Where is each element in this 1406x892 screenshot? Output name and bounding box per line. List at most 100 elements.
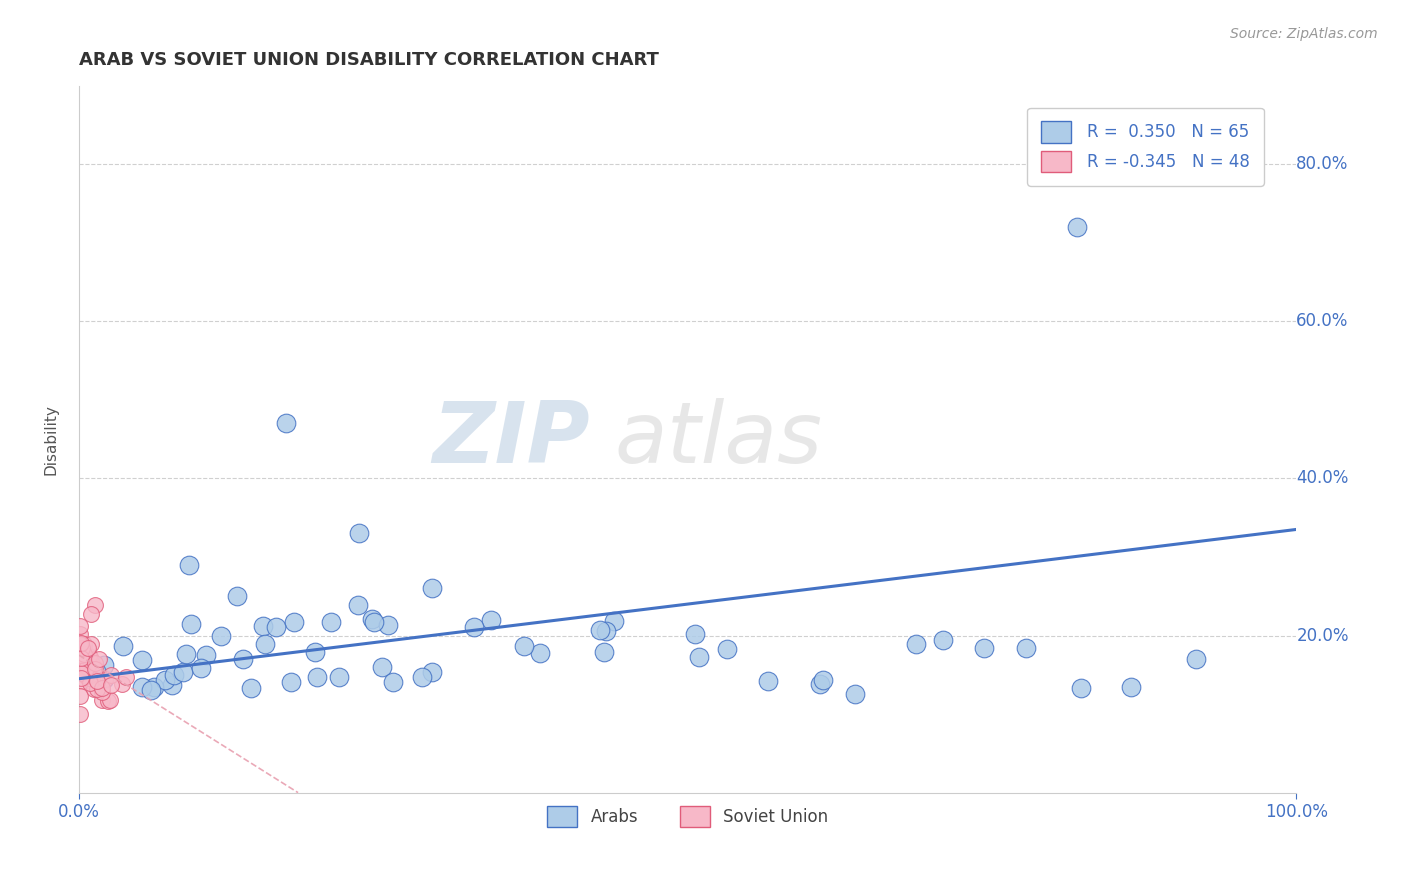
Point (70, 650, 93, 665)
Point (973, 640, 995, 655)
Point (75, 652, 97, 666)
Text: Source: ZipAtlas.com: Source: ZipAtlas.com (1230, 27, 1378, 41)
Point (904, 637, 927, 651)
Point (90, 685, 112, 699)
Text: 80.0%: 80.0% (1296, 155, 1348, 173)
Point (174, 647, 197, 661)
Point (70, 640, 93, 655)
Point (69, 637, 91, 651)
Point (595, 624, 617, 638)
Point (283, 615, 305, 629)
Point (363, 615, 385, 629)
Point (226, 589, 249, 603)
Point (93, 658, 115, 673)
Point (420, 582, 443, 596)
Point (69, 619, 91, 633)
Point (112, 639, 135, 653)
Point (86, 674, 108, 689)
Point (513, 640, 536, 654)
Point (194, 648, 217, 663)
Point (142, 680, 165, 694)
Point (80, 673, 103, 688)
Point (593, 645, 616, 659)
Point (100, 668, 122, 682)
Point (76, 641, 98, 656)
Point (79, 649, 101, 664)
Point (73, 637, 96, 651)
Point (84, 657, 107, 671)
Point (76, 660, 98, 674)
Legend: Arabs, Soviet Union: Arabs, Soviet Union (540, 799, 835, 834)
Point (69, 627, 91, 641)
Point (153, 673, 176, 687)
Point (319, 615, 342, 629)
Point (69, 636, 91, 650)
Point (274, 417, 297, 431)
Point (83, 662, 105, 676)
Point (84, 664, 107, 678)
Point (73, 665, 96, 680)
Point (280, 674, 302, 689)
Point (411, 670, 433, 684)
Point (80, 607, 103, 621)
Point (328, 670, 350, 684)
Point (1015, 640, 1038, 655)
Point (69, 635, 91, 649)
Point (79, 675, 101, 690)
Point (266, 620, 288, 634)
Point (252, 619, 274, 633)
Point (844, 687, 866, 701)
Point (83, 598, 105, 612)
Point (479, 613, 502, 627)
Point (463, 620, 485, 634)
Point (115, 670, 138, 684)
Point (307, 670, 329, 684)
Point (100, 678, 122, 692)
Point (420, 665, 443, 679)
Point (82, 673, 104, 687)
Point (361, 611, 384, 625)
Point (756, 674, 779, 689)
Point (180, 617, 202, 632)
Point (163, 668, 186, 682)
Point (73, 648, 96, 662)
Point (79, 655, 101, 669)
Point (69, 707, 91, 722)
Point (529, 647, 551, 661)
Point (177, 558, 200, 572)
Point (70, 671, 93, 685)
Text: ARAB VS SOVIET UNION DISABILITY CORRELATION CHART: ARAB VS SOVIET UNION DISABILITY CORRELAT… (79, 51, 659, 69)
Point (716, 642, 738, 657)
Point (98, 693, 121, 707)
Point (94, 672, 117, 686)
Point (347, 598, 370, 612)
Point (97, 694, 120, 708)
Point (1066, 219, 1088, 234)
Point (254, 637, 277, 651)
Point (90, 692, 112, 706)
Point (73, 642, 96, 657)
Point (932, 632, 955, 647)
Point (93, 672, 115, 686)
Point (232, 652, 254, 666)
Point (70, 674, 93, 689)
Point (304, 645, 326, 659)
Point (80, 636, 103, 650)
Point (688, 649, 710, 664)
Point (131, 680, 153, 694)
Point (1185, 651, 1208, 665)
Point (83, 682, 105, 697)
Point (1121, 680, 1143, 694)
Point (77, 648, 100, 663)
Point (83, 660, 105, 674)
Point (589, 623, 612, 637)
Point (70, 648, 93, 662)
Point (131, 653, 153, 667)
Point (377, 618, 399, 632)
Point (70, 665, 93, 680)
Point (240, 681, 263, 695)
Point (91, 681, 114, 696)
Text: atlas: atlas (614, 398, 823, 481)
Point (209, 629, 232, 643)
Point (347, 526, 370, 541)
